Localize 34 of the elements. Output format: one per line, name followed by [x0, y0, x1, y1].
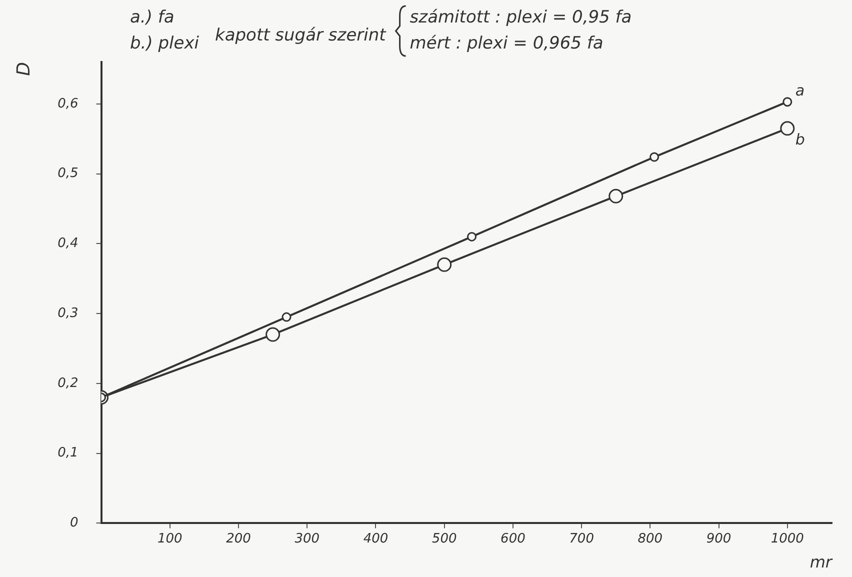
- text: kapott sugár szerint: [214, 25, 388, 46]
- x-tick-label: 1000: [770, 531, 804, 546]
- x-tick-label: 600: [500, 531, 526, 546]
- y-tick-label: 0,3: [58, 306, 78, 321]
- y-tick-label: 0,4: [58, 236, 78, 252]
- x-tick-label: 700: [569, 531, 594, 546]
- y-axis-title: D: [13, 62, 34, 76]
- x-axis-title: mr: [810, 552, 834, 572]
- point: [608, 188, 624, 204]
- x-tick-label: 900: [706, 531, 732, 546]
- x-tick-label: 300: [294, 531, 320, 546]
- y-tick-label: 0,5: [58, 166, 78, 182]
- x-tick-label: 200: [226, 531, 251, 546]
- text: mért : plexi = 0,965 fa: [410, 33, 604, 54]
- series-label: b: [795, 130, 805, 148]
- point: [266, 327, 280, 342]
- x-tick-label: 500: [432, 531, 457, 546]
- x-tick-label: 800: [638, 531, 663, 546]
- point: [437, 257, 452, 272]
- point: [782, 97, 792, 107]
- text: számitott : plexi = 0,95 fa: [410, 7, 632, 28]
- point: [650, 152, 660, 162]
- series-label: a: [795, 82, 805, 100]
- y-tick-label: 0: [70, 516, 78, 531]
- x-tick-label: 400: [363, 531, 388, 546]
- y-tick-label: 0,2: [58, 376, 78, 391]
- y-tick-label: 0,1: [58, 446, 78, 461]
- point: [780, 121, 795, 136]
- point: [282, 312, 292, 322]
- y-tick-label: 0,6: [58, 96, 78, 112]
- text: a.) fa: [130, 7, 174, 28]
- x-tick-label: 100: [157, 531, 182, 546]
- point: [467, 232, 477, 242]
- text: b.) plexi: [130, 33, 200, 54]
